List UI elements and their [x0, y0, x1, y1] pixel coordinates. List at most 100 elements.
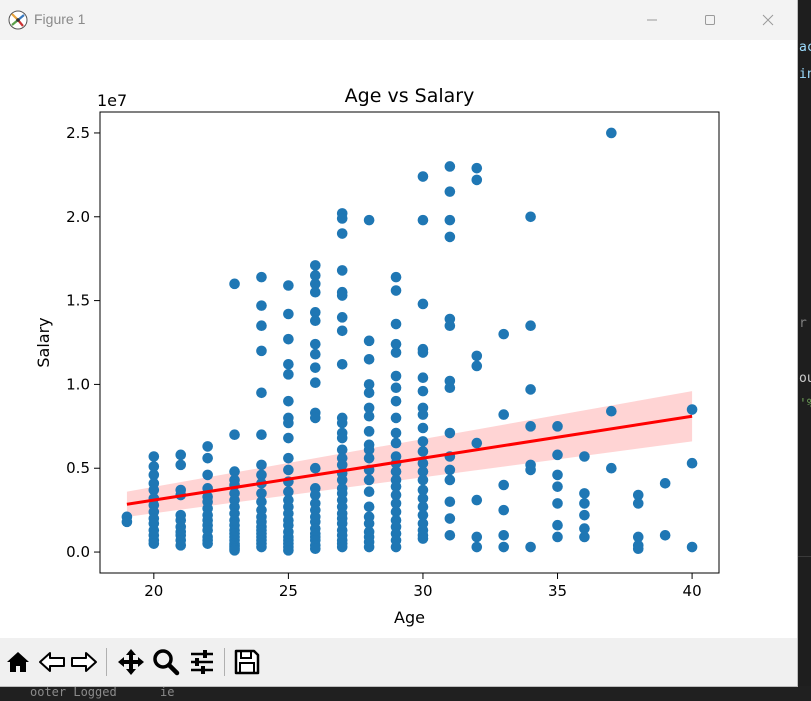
data-point	[175, 459, 187, 471]
data-point	[283, 308, 294, 320]
data-point	[471, 494, 483, 506]
floppy-disk-icon	[234, 649, 260, 675]
background-code-fragment: in	[799, 67, 811, 82]
background-divider	[797, 556, 811, 557]
data-point	[525, 464, 536, 476]
data-point	[229, 466, 240, 477]
x-tick-label: 20	[144, 582, 163, 600]
data-point	[390, 481, 402, 492]
data-point	[283, 395, 294, 407]
minimize-icon	[647, 19, 657, 21]
data-point	[310, 286, 321, 298]
data-point	[310, 543, 321, 554]
back-arrow-icon	[39, 652, 65, 672]
data-point	[202, 452, 213, 464]
data-point	[471, 162, 483, 174]
data-point	[686, 404, 698, 415]
data-point	[417, 347, 429, 358]
data-point	[444, 513, 456, 524]
data-point	[579, 451, 590, 462]
home-button[interactable]	[2, 646, 34, 678]
data-point	[390, 437, 402, 449]
data-point	[525, 541, 536, 553]
data-point	[283, 417, 294, 429]
data-point	[606, 405, 617, 417]
data-point	[390, 382, 402, 394]
data-point	[471, 541, 483, 553]
data-point	[256, 459, 267, 471]
data-point	[659, 529, 671, 541]
data-point	[363, 518, 375, 529]
data-point	[552, 531, 563, 543]
data-point	[390, 466, 402, 477]
x-tick-label: 30	[413, 582, 432, 600]
data-point	[525, 421, 536, 432]
data-point	[390, 489, 402, 501]
data-point	[417, 436, 429, 447]
data-point	[444, 464, 456, 476]
forward-arrow-icon	[71, 652, 97, 672]
data-point	[363, 214, 375, 226]
x-tick-label: 35	[548, 582, 567, 600]
data-point	[148, 484, 160, 496]
maximize-button[interactable]	[681, 0, 739, 40]
data-point	[256, 300, 267, 311]
figure-canvas[interactable]: 20 25 30 35 40 0.0 0.5 1.0 1.5 2.0 2.5 Age vs Sala…	[0, 40, 797, 638]
data-point	[283, 464, 294, 476]
forward-button[interactable]	[68, 646, 100, 678]
background-code-fragment: r	[799, 316, 807, 331]
data-point	[552, 519, 563, 531]
move-icon	[118, 649, 144, 675]
data-point	[310, 348, 321, 360]
close-button[interactable]	[739, 0, 797, 40]
data-point	[283, 432, 294, 444]
data-point	[256, 429, 267, 441]
data-point	[632, 531, 644, 543]
data-point	[417, 446, 429, 457]
data-point	[336, 417, 348, 429]
data-point	[498, 409, 509, 420]
toolbar-separator	[224, 648, 225, 676]
pan-button[interactable]	[115, 646, 147, 678]
data-point	[363, 426, 375, 437]
data-point	[336, 432, 348, 444]
x-tick-label: 40	[683, 582, 702, 600]
data-point	[283, 358, 294, 370]
data-point	[336, 474, 348, 486]
data-point	[444, 427, 456, 439]
data-point	[229, 278, 240, 290]
data-point	[256, 345, 267, 357]
background-terminal-text: ooter Logged ie	[30, 685, 175, 699]
data-point	[471, 437, 483, 449]
data-point	[390, 412, 402, 424]
zoom-button[interactable]	[150, 646, 182, 678]
data-point	[444, 320, 456, 332]
data-point	[283, 486, 294, 497]
data-point	[417, 509, 429, 521]
data-point	[390, 506, 402, 518]
data-point	[390, 498, 402, 509]
data-point	[363, 541, 375, 553]
close-icon	[762, 14, 774, 26]
data-point	[498, 504, 509, 516]
minimize-button[interactable]	[623, 0, 681, 40]
data-point	[417, 422, 429, 434]
title-bar[interactable]: Figure 1	[0, 0, 797, 40]
background-code-fragment: ou	[799, 371, 811, 386]
data-point	[363, 452, 375, 464]
data-point	[310, 260, 321, 271]
data-point	[417, 501, 429, 513]
data-point	[363, 379, 375, 390]
data-point	[363, 501, 375, 513]
data-point	[444, 231, 456, 243]
data-point	[390, 541, 402, 553]
data-point	[417, 466, 429, 477]
configure-subplots-button[interactable]	[186, 646, 218, 678]
data-point	[229, 429, 240, 441]
x-axis-label: Age	[394, 608, 425, 627]
data-point	[417, 214, 429, 226]
data-point	[310, 307, 321, 318]
toolbar-separator	[106, 648, 107, 676]
save-button[interactable]	[231, 646, 263, 678]
back-button[interactable]	[36, 646, 68, 678]
